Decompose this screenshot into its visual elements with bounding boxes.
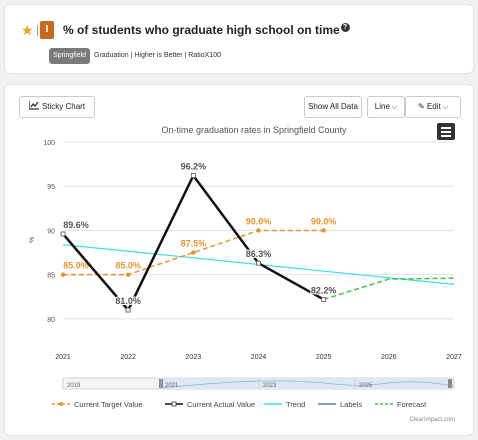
data-label: 90.0%	[311, 216, 337, 226]
separator: |	[36, 23, 40, 37]
indicator-header: ★ | I % of students who graduate high sc…	[4, 4, 474, 74]
data-label: 86.3%	[246, 249, 272, 259]
data-point	[60, 231, 66, 237]
chart-type-dropdown[interactable]: Line ⌵	[367, 96, 405, 118]
x-tick-label: 2024	[251, 354, 267, 361]
chart-type-label: Line	[374, 102, 390, 111]
legend-marker	[171, 401, 177, 407]
data-point	[191, 250, 196, 255]
data-label: 87.5%	[181, 239, 207, 249]
location-badge[interactable]: Springfield	[49, 48, 91, 64]
data-point	[60, 272, 66, 277]
range-navigator[interactable]: 2019 2021 2023 2025	[62, 377, 455, 390]
navigator-tick-label: 2021	[165, 383, 179, 389]
legend-label: Current Actual Value	[187, 400, 255, 409]
chevron-down-icon: ⌵	[442, 104, 449, 111]
legend-label: Forecast	[397, 400, 427, 409]
data-point	[190, 173, 196, 179]
data-label: 85.0%	[63, 261, 89, 271]
indicator-meta: Graduation | Higher is Better | RatioX10…	[94, 52, 221, 59]
y-tick-label: 85	[47, 273, 55, 280]
series-line	[323, 277, 455, 301]
navigator-tick-label: 2023	[263, 383, 277, 389]
data-label: 81.0%	[115, 296, 141, 306]
navigator-series	[160, 380, 455, 389]
navigator-handle	[448, 379, 452, 388]
edit-dropdown[interactable]: ✎ Edit ⌵	[405, 96, 461, 118]
y-tick-label: 90	[47, 228, 55, 235]
help-icon[interactable]: ?	[340, 23, 350, 32]
page-title: % of students who graduate high school o…	[63, 23, 350, 37]
data-label: 96.2%	[181, 162, 207, 172]
chevron-down-icon: ⌵	[391, 104, 398, 111]
data-label: 90.0%	[246, 216, 272, 226]
data-point	[125, 307, 131, 313]
x-tick-label: 2023	[186, 354, 202, 361]
x-tick-label: 2025	[316, 354, 332, 361]
y-tick-label: 95	[47, 184, 55, 191]
data-point	[321, 228, 326, 233]
data-label: 89.6%	[63, 220, 89, 230]
x-tick-label: 2021	[55, 354, 71, 361]
legend-label: Labels	[340, 400, 362, 409]
x-tick-label: 2027	[446, 354, 462, 361]
pencil-icon: ✎	[417, 102, 425, 111]
indicator-badge: I	[40, 21, 54, 39]
credit-text: ClearImpact.com	[410, 417, 455, 423]
chart-card: Sticky Chart Show All Data Line ⌵ ✎ Edit ⌵	[4, 84, 474, 436]
x-tick-label: 2022	[120, 354, 136, 361]
series-line	[63, 229, 324, 276]
data-point	[256, 260, 261, 266]
legend-label: Trend	[286, 400, 305, 409]
navigator-selection	[161, 378, 454, 389]
data-point	[256, 228, 261, 233]
x-tick-label: 2026	[381, 354, 397, 361]
legend-label: Current Target Value	[74, 400, 143, 409]
page-title-text: % of students who graduate high school o…	[63, 23, 340, 37]
chart-icon	[28, 101, 39, 110]
series-layer: 85.0% 85.0% 87.5% 90.0% 90.0% 89.6% 81.0% 96.2%…	[60, 161, 455, 313]
edit-label: Edit	[426, 102, 441, 111]
show-all-data-button[interactable]: Show All Data	[304, 96, 362, 118]
star-icon[interactable]: ★	[21, 22, 34, 38]
data-point	[125, 272, 131, 277]
data-label: 82.2%	[311, 285, 337, 295]
navigator-tick-label: 2019	[67, 383, 81, 389]
y-axis-label: %	[29, 237, 36, 243]
chart-menu-button[interactable]	[437, 123, 455, 140]
sticky-chart-label: Sticky Chart	[41, 102, 86, 111]
chart-title: On-time graduation rates in Springfield …	[161, 125, 347, 135]
y-tick-label: 100	[43, 140, 55, 147]
legend-marker	[59, 402, 63, 406]
data-label: 85.0%	[115, 261, 141, 271]
data-point	[321, 297, 327, 302]
y-tick-label: 80	[47, 317, 55, 324]
chart-legend: Current Target Value Current Actual Value…	[52, 400, 427, 409]
sticky-chart-button[interactable]: Sticky Chart	[19, 96, 95, 118]
navigator-tick-label: 2025	[359, 383, 373, 389]
